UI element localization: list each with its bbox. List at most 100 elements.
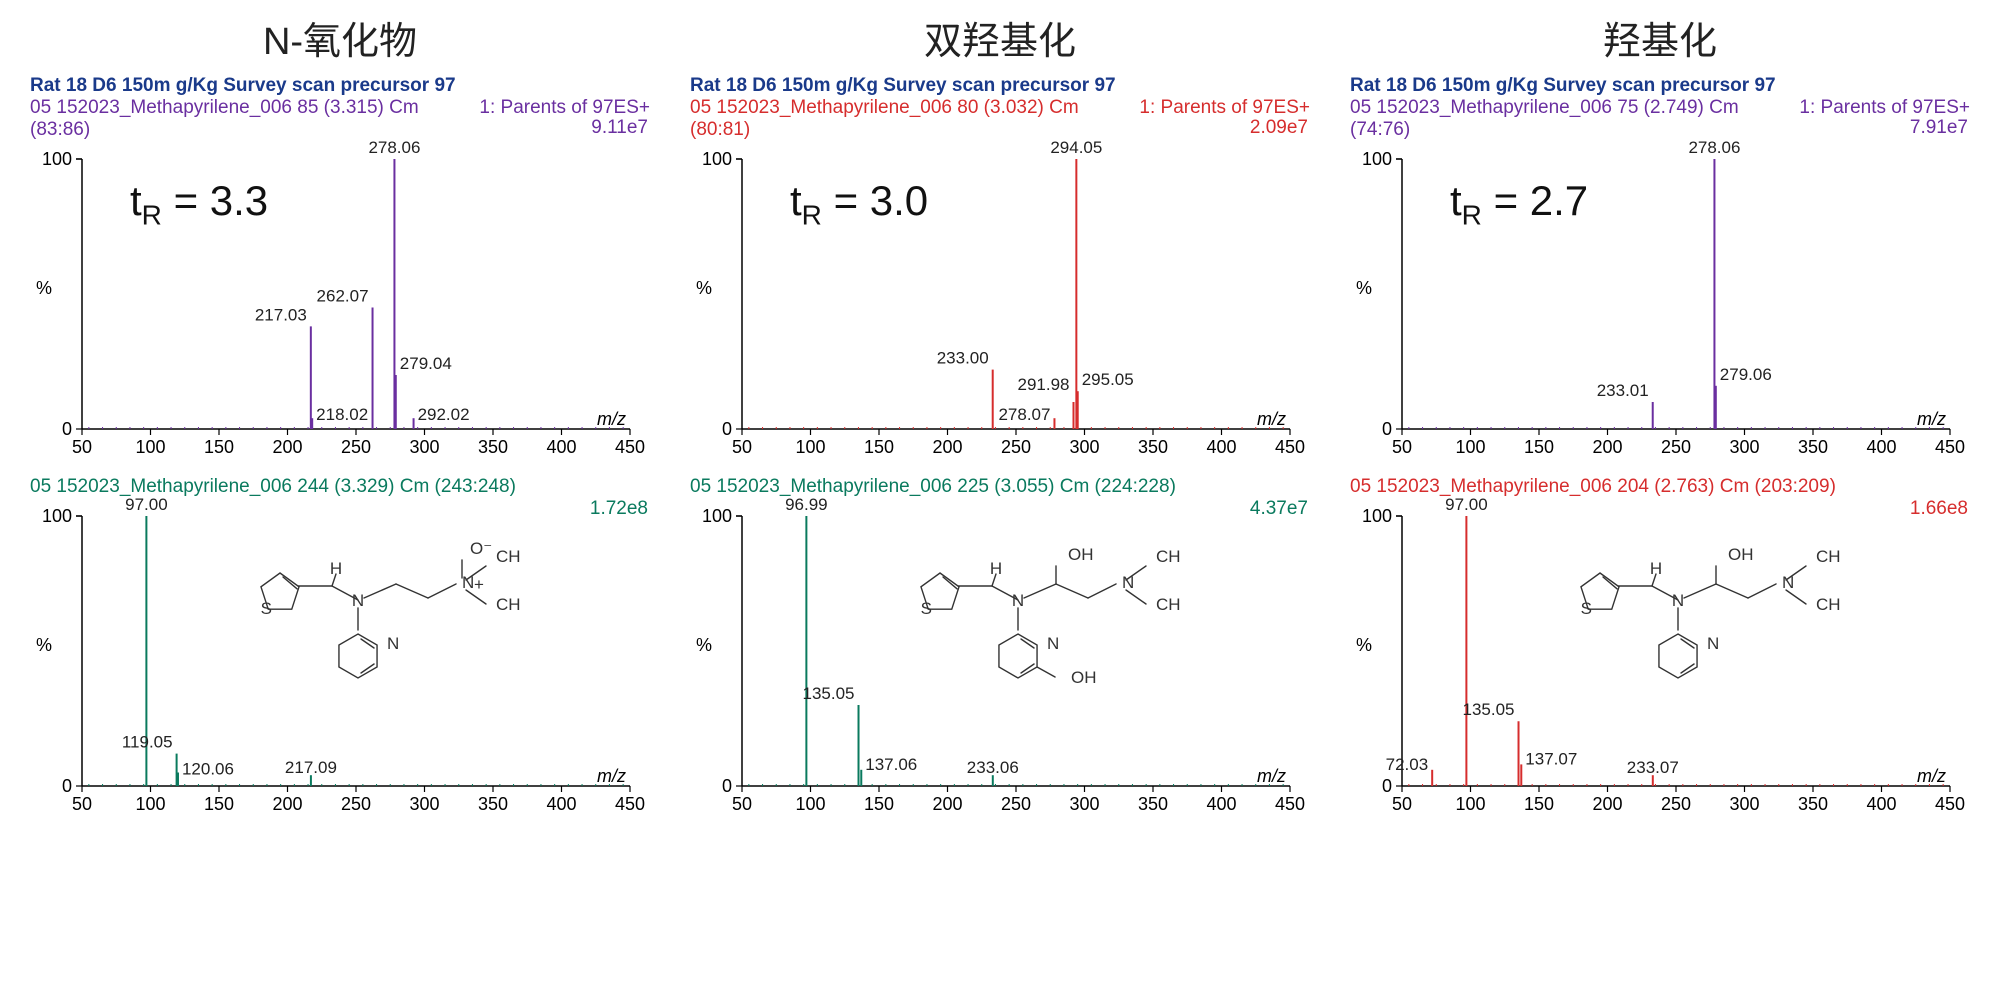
svg-text:50: 50 xyxy=(1392,794,1412,814)
svg-text:0: 0 xyxy=(62,419,72,439)
svg-text:%: % xyxy=(36,635,52,655)
svg-text:250: 250 xyxy=(1661,794,1691,814)
svg-text:m/z: m/z xyxy=(1917,409,1946,429)
svg-text:200: 200 xyxy=(272,437,302,457)
svg-text:0: 0 xyxy=(1382,419,1392,439)
svg-text:218.02: 218.02 xyxy=(316,405,368,424)
svg-text:50: 50 xyxy=(732,437,752,457)
svg-text:279.04: 279.04 xyxy=(400,354,452,373)
panel-header-main: Rat 18 D6 150m g/Kg Survey scan precurso… xyxy=(1350,75,1970,97)
panel-intensity: 9.11e7 xyxy=(591,117,648,139)
panel-header-main: Rat 18 D6 150m g/Kg Survey scan precurso… xyxy=(690,75,1310,97)
svg-text:233.00: 233.00 xyxy=(937,349,989,368)
svg-text:100: 100 xyxy=(135,794,165,814)
svg-text:100: 100 xyxy=(795,437,825,457)
svg-text:97.00: 97.00 xyxy=(125,498,168,514)
spectrum-plot: 0100%50100150200250300350400450m/z233.01… xyxy=(1350,141,1970,476)
svg-text:250: 250 xyxy=(1661,437,1691,457)
panel-header-sub: 05 152023_Methapyrilene_006 225 (3.055) … xyxy=(690,476,1310,498)
svg-text:96.99: 96.99 xyxy=(785,498,828,514)
panel-header-main: Rat 18 D6 150m g/Kg Survey scan precurso… xyxy=(30,75,650,97)
spectrum-panel: Rat 18 D6 150m g/Kg Survey scan precurso… xyxy=(1350,71,1970,476)
svg-text:150: 150 xyxy=(1524,794,1554,814)
svg-text:400: 400 xyxy=(546,437,576,457)
column-title-0: N-氧化物 xyxy=(30,10,650,71)
panel-header-sub: 05 152023_Methapyrilene_006 75 (2.749) C… xyxy=(1350,97,1970,141)
spectrum-panel: 05 152023_Methapyrilene_006 244 (3.329) … xyxy=(30,476,650,833)
svg-text:137.06: 137.06 xyxy=(865,755,917,774)
svg-text:120.06: 120.06 xyxy=(182,760,234,779)
svg-text:300: 300 xyxy=(1069,794,1099,814)
svg-text:250: 250 xyxy=(1001,794,1031,814)
svg-text:233.07: 233.07 xyxy=(1627,758,1679,777)
spectrum-panel: Rat 18 D6 150m g/Kg Survey scan precurso… xyxy=(30,71,650,476)
svg-text:200: 200 xyxy=(932,437,962,457)
spectrum-plot: 0100%50100150200250300350400450m/z97.001… xyxy=(30,498,650,833)
panel-intensity: 2.09e7 xyxy=(1250,117,1308,139)
svg-text:400: 400 xyxy=(1866,437,1896,457)
svg-text:0: 0 xyxy=(722,776,732,796)
svg-text:97.00: 97.00 xyxy=(1445,498,1488,514)
svg-text:400: 400 xyxy=(1206,437,1236,457)
panel-header-sub: 05 152023_Methapyrilene_006 85 (3.315) C… xyxy=(30,97,650,141)
svg-text:450: 450 xyxy=(615,794,645,814)
spectrum-panel: Rat 18 D6 150m g/Kg Survey scan precurso… xyxy=(690,71,1310,476)
spectrum-plot: 0100%50100150200250300350400450m/z233.00… xyxy=(690,141,1310,476)
svg-text:262.07: 262.07 xyxy=(317,287,369,306)
svg-text:m/z: m/z xyxy=(597,766,626,786)
svg-text:233.01: 233.01 xyxy=(1597,381,1649,400)
svg-text:279.06: 279.06 xyxy=(1720,365,1772,384)
svg-text:100: 100 xyxy=(702,149,732,169)
svg-text:450: 450 xyxy=(1935,437,1965,457)
svg-text:300: 300 xyxy=(1729,437,1759,457)
svg-text:m/z: m/z xyxy=(597,409,626,429)
svg-text:200: 200 xyxy=(272,794,302,814)
svg-text:200: 200 xyxy=(932,794,962,814)
svg-text:350: 350 xyxy=(478,437,508,457)
svg-text:450: 450 xyxy=(1275,794,1305,814)
retention-time-label: tR = 3.0 xyxy=(790,177,928,231)
svg-text:119.05: 119.05 xyxy=(122,733,173,752)
svg-text:300: 300 xyxy=(1729,794,1759,814)
svg-text:250: 250 xyxy=(341,794,371,814)
column-title-1: 双羟基化 xyxy=(690,10,1310,71)
svg-text:100: 100 xyxy=(1362,149,1392,169)
svg-text:0: 0 xyxy=(62,776,72,796)
svg-text:100: 100 xyxy=(1362,506,1392,526)
panel-header-sub-left: 05 152023_Methapyrilene_006 80 (3.032) C… xyxy=(690,97,1139,141)
svg-text:%: % xyxy=(696,635,712,655)
column-title-2: 羟基化 xyxy=(1350,10,1970,71)
panel-header-sub: 05 152023_Methapyrilene_006 80 (3.032) C… xyxy=(690,97,1310,141)
svg-text:m/z: m/z xyxy=(1917,766,1946,786)
svg-text:m/z: m/z xyxy=(1257,766,1286,786)
svg-text:100: 100 xyxy=(795,794,825,814)
svg-text:100: 100 xyxy=(1455,794,1485,814)
svg-text:%: % xyxy=(696,278,712,298)
svg-text:450: 450 xyxy=(1935,794,1965,814)
spectrum-panel: 05 152023_Methapyrilene_006 225 (3.055) … xyxy=(690,476,1310,833)
retention-time-label: tR = 3.3 xyxy=(130,177,268,231)
spectrum-plot: 0100%50100150200250300350400450m/z217.03… xyxy=(30,141,650,476)
panel-intensity: 7.91e7 xyxy=(1910,117,1968,139)
svg-text:150: 150 xyxy=(1524,437,1554,457)
svg-text:350: 350 xyxy=(1798,794,1828,814)
svg-text:0: 0 xyxy=(1382,776,1392,796)
svg-text:294.05: 294.05 xyxy=(1050,141,1102,157)
svg-text:300: 300 xyxy=(409,794,439,814)
retention-time-label: tR = 2.7 xyxy=(1450,177,1588,231)
svg-text:137.07: 137.07 xyxy=(1525,749,1577,768)
svg-text:150: 150 xyxy=(864,794,894,814)
svg-text:295.05: 295.05 xyxy=(1082,370,1134,389)
svg-text:100: 100 xyxy=(1455,437,1485,457)
svg-text:350: 350 xyxy=(478,794,508,814)
svg-text:217.03: 217.03 xyxy=(255,305,307,324)
svg-text:217.09: 217.09 xyxy=(285,758,337,777)
svg-text:450: 450 xyxy=(615,437,645,457)
svg-text:250: 250 xyxy=(1001,437,1031,457)
svg-text:300: 300 xyxy=(1069,437,1099,457)
svg-text:200: 200 xyxy=(1592,794,1622,814)
svg-text:291.98: 291.98 xyxy=(1018,375,1070,394)
svg-text:400: 400 xyxy=(546,794,576,814)
panel-header-sub: 05 152023_Methapyrilene_006 244 (3.329) … xyxy=(30,476,650,498)
svg-text:250: 250 xyxy=(341,437,371,457)
